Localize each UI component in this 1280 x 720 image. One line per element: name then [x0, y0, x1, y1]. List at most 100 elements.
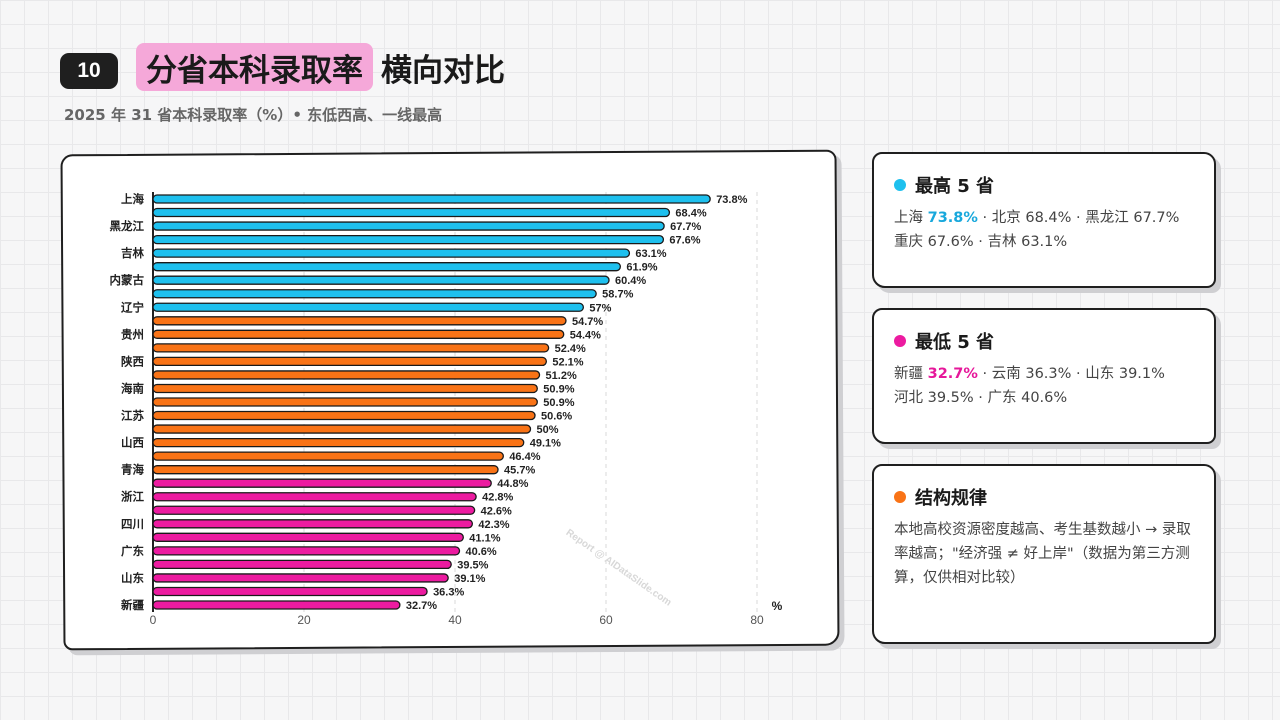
bar [152, 559, 452, 570]
bar [152, 383, 538, 394]
bar-value-label: 40.6% [466, 546, 497, 558]
bar-value-label: 60.4% [615, 275, 646, 287]
bar-value-label: 51.2% [546, 370, 577, 382]
category-label: 吉林 [121, 246, 144, 260]
bar-value-label: 46.4% [509, 451, 540, 463]
bar-value-label: 44.8% [497, 478, 528, 490]
top5-card-header: 最高 5 省 [894, 172, 1194, 198]
bar-value-label: 54.7% [572, 316, 603, 328]
bar-value-label: 54.4% [570, 329, 601, 341]
pattern-card: 结构规律 本地高校资源密度越高、考生基数越小 → 录取率越高；"经济强 ≠ 好上… [872, 464, 1216, 644]
bar-value-label: 49.1% [530, 438, 561, 450]
bar-value-label: 50.9% [543, 383, 574, 395]
bar [152, 573, 449, 583]
x-tick-label: 20 [297, 613, 311, 627]
bar-value-label: 67.6% [669, 235, 700, 247]
bar [152, 370, 541, 380]
orange-dot-icon [894, 491, 906, 503]
bottom5-card-title: 最低 5 省 [915, 332, 995, 353]
bottom5-first-name: 新疆 [894, 366, 928, 382]
top5-card-body: 上海 73.8% · 北京 68.4% · 黑龙江 67.7% 重庆 67.6%… [894, 206, 1194, 254]
bar [152, 194, 711, 204]
cyan-dot-icon [894, 179, 906, 191]
bar [152, 465, 499, 475]
bar [152, 586, 428, 597]
title-highlight: 分省本科录取率 [136, 43, 373, 91]
x-tick-label: 80 [750, 613, 764, 627]
bar-chart: Report @ AIDataSlide.com 73.8% 68.4%67.7% 6… [110, 192, 783, 627]
bar-value-label: 57% [589, 302, 611, 314]
watermark: Report @ AIDataSlide.com [564, 527, 674, 608]
bar-value-label: 39.1% [454, 573, 485, 585]
bar-value-label: 52.1% [552, 356, 583, 368]
category-label: 浙江 [121, 490, 144, 504]
bar [152, 437, 525, 448]
x-axis-unit-label: % [772, 599, 783, 613]
bar [152, 532, 464, 542]
x-tick-label: 0 [150, 613, 157, 627]
slide-title: 分省本科录取率 横向对比 [136, 42, 505, 92]
bar [152, 546, 461, 556]
bar-value-label: 42.8% [482, 492, 513, 504]
bottom5-first-value: 32.7% [927, 366, 978, 382]
category-label: 上海 [121, 192, 144, 206]
category-label: 内蒙古 [110, 273, 145, 287]
category-label: 山东 [121, 571, 144, 585]
bar [152, 600, 401, 610]
category-label: 山西 [121, 436, 144, 450]
bar [152, 424, 532, 434]
top5-card-title: 最高 5 省 [915, 176, 995, 197]
category-label: 黑龙江 [110, 219, 145, 233]
top5-line1-rest: · 北京 68.4% · 黑龙江 67.7% [977, 210, 1180, 226]
bar [152, 343, 550, 353]
bar-value-label: 58.7% [602, 289, 633, 301]
bar [152, 410, 536, 421]
bar [152, 505, 476, 515]
bar-value-label: 32.7% [406, 600, 437, 612]
bar [152, 289, 597, 299]
category-label: 江苏 [121, 409, 144, 423]
bar-value-label: 63.1% [635, 248, 666, 260]
title-rest: 横向对比 [381, 52, 505, 89]
bar [152, 207, 671, 218]
bar-value-label: 39.5% [457, 559, 488, 571]
bar [152, 451, 504, 461]
bar-value-label: 42.6% [481, 505, 512, 517]
category-label: 海南 [121, 381, 144, 395]
bar [152, 397, 538, 407]
bar [152, 302, 585, 312]
bar-value-label: 68.4% [675, 208, 706, 220]
category-label: 辽宁 [121, 300, 144, 314]
top5-first-name: 上海 [894, 210, 928, 226]
bar [152, 519, 474, 529]
bar-value-label: 52.4% [555, 343, 586, 355]
slide-subtitle: 2025 年 31 省本科录取率（%）• 东低西高、一线最高 [64, 106, 443, 124]
bar [152, 221, 665, 231]
pattern-card-body: 本地高校资源密度越高、考生基数越小 → 录取率越高；"经济强 ≠ 好上岸"（数据… [894, 522, 1191, 586]
bar [152, 262, 621, 272]
category-label: 四川 [121, 517, 144, 531]
category-label: 新疆 [121, 598, 144, 612]
bar [152, 492, 477, 502]
bar-value-label: 50% [537, 424, 559, 436]
slide-number-badge: 10 [60, 53, 118, 89]
bottom5-line2: 河北 39.5% · 广东 40.6% [894, 390, 1068, 406]
bar [152, 234, 665, 245]
bottom5-card-header: 最低 5 省 [894, 328, 1194, 354]
bottom5-card-body: 新疆 32.7% · 云南 36.3% · 山东 39.1% 河北 39.5% … [894, 362, 1194, 410]
x-tick-label: 60 [599, 613, 613, 627]
bar-value-label: 36.3% [433, 586, 464, 598]
bar-value-label: 67.7% [670, 221, 701, 233]
bar [152, 356, 548, 367]
bar-value-label: 61.9% [626, 262, 657, 274]
category-label: 陕西 [121, 354, 144, 368]
bar [152, 316, 567, 326]
top5-line2: 重庆 67.6% · 吉林 63.1% [894, 234, 1068, 250]
x-tick-label: 40 [448, 613, 462, 627]
bar [152, 248, 631, 258]
category-label: 贵州 [121, 327, 144, 341]
bar-value-label: 45.7% [504, 465, 535, 477]
bar-value-label: 73.8% [716, 194, 747, 206]
pattern-card-title: 结构规律 [915, 488, 987, 509]
bar [152, 275, 610, 285]
